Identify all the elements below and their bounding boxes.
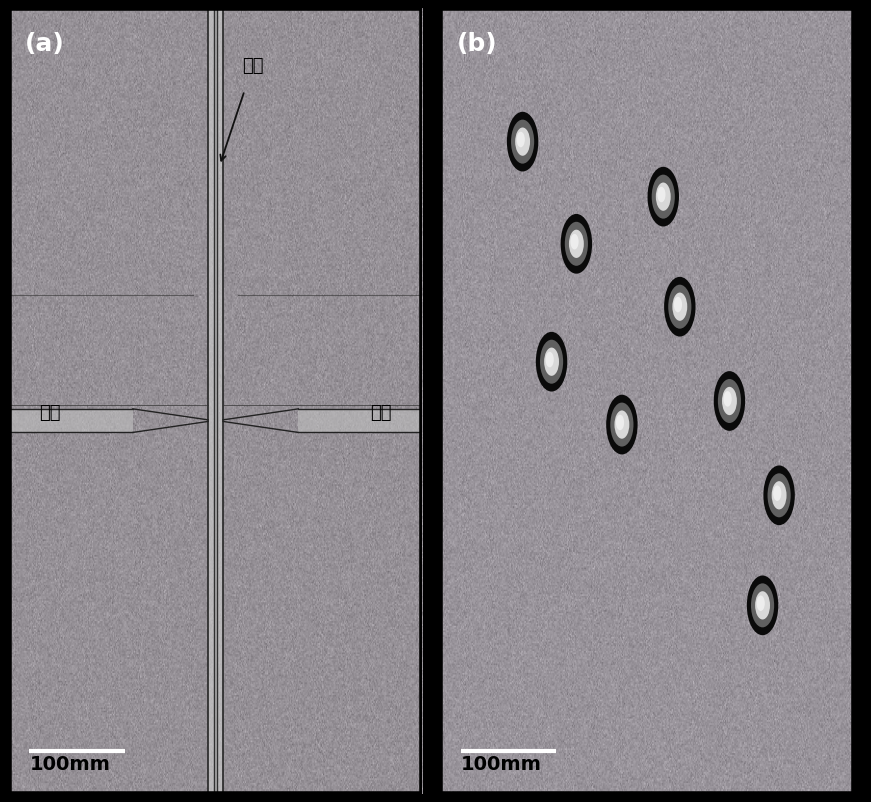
- Circle shape: [767, 473, 791, 517]
- Circle shape: [763, 465, 795, 525]
- Text: 外相: 外相: [39, 403, 61, 422]
- Circle shape: [647, 167, 679, 226]
- Text: 外相: 外相: [370, 403, 392, 422]
- Circle shape: [718, 379, 741, 423]
- Circle shape: [724, 391, 732, 407]
- Circle shape: [507, 111, 538, 172]
- Circle shape: [757, 595, 765, 611]
- Text: (a): (a): [25, 31, 65, 55]
- Circle shape: [672, 293, 687, 321]
- Circle shape: [515, 128, 530, 156]
- Text: 100mm: 100mm: [461, 755, 542, 775]
- Circle shape: [751, 583, 774, 627]
- Text: 内相: 内相: [242, 57, 264, 75]
- Circle shape: [674, 297, 682, 312]
- Circle shape: [561, 214, 592, 273]
- Circle shape: [746, 576, 779, 635]
- Circle shape: [772, 481, 787, 509]
- Circle shape: [564, 222, 588, 265]
- Circle shape: [611, 403, 633, 447]
- Circle shape: [755, 591, 770, 619]
- Circle shape: [614, 411, 630, 439]
- Bar: [208, 8, 223, 794]
- Circle shape: [773, 485, 781, 501]
- Circle shape: [668, 285, 692, 329]
- Circle shape: [713, 371, 746, 431]
- Bar: [214, 8, 217, 794]
- Circle shape: [652, 175, 675, 219]
- Circle shape: [606, 395, 638, 455]
- Circle shape: [517, 132, 525, 148]
- Circle shape: [544, 347, 559, 376]
- Circle shape: [722, 387, 737, 415]
- Circle shape: [656, 183, 671, 211]
- Text: (b): (b): [456, 31, 497, 55]
- Circle shape: [571, 234, 578, 249]
- Circle shape: [569, 229, 584, 258]
- Circle shape: [545, 352, 554, 367]
- Circle shape: [511, 119, 534, 164]
- Text: 100mm: 100mm: [30, 755, 111, 775]
- Bar: [9, 409, 132, 432]
- Bar: [298, 409, 422, 432]
- Circle shape: [616, 415, 625, 430]
- Circle shape: [536, 332, 567, 391]
- Circle shape: [664, 277, 696, 337]
- Circle shape: [658, 187, 665, 202]
- Circle shape: [540, 340, 564, 383]
